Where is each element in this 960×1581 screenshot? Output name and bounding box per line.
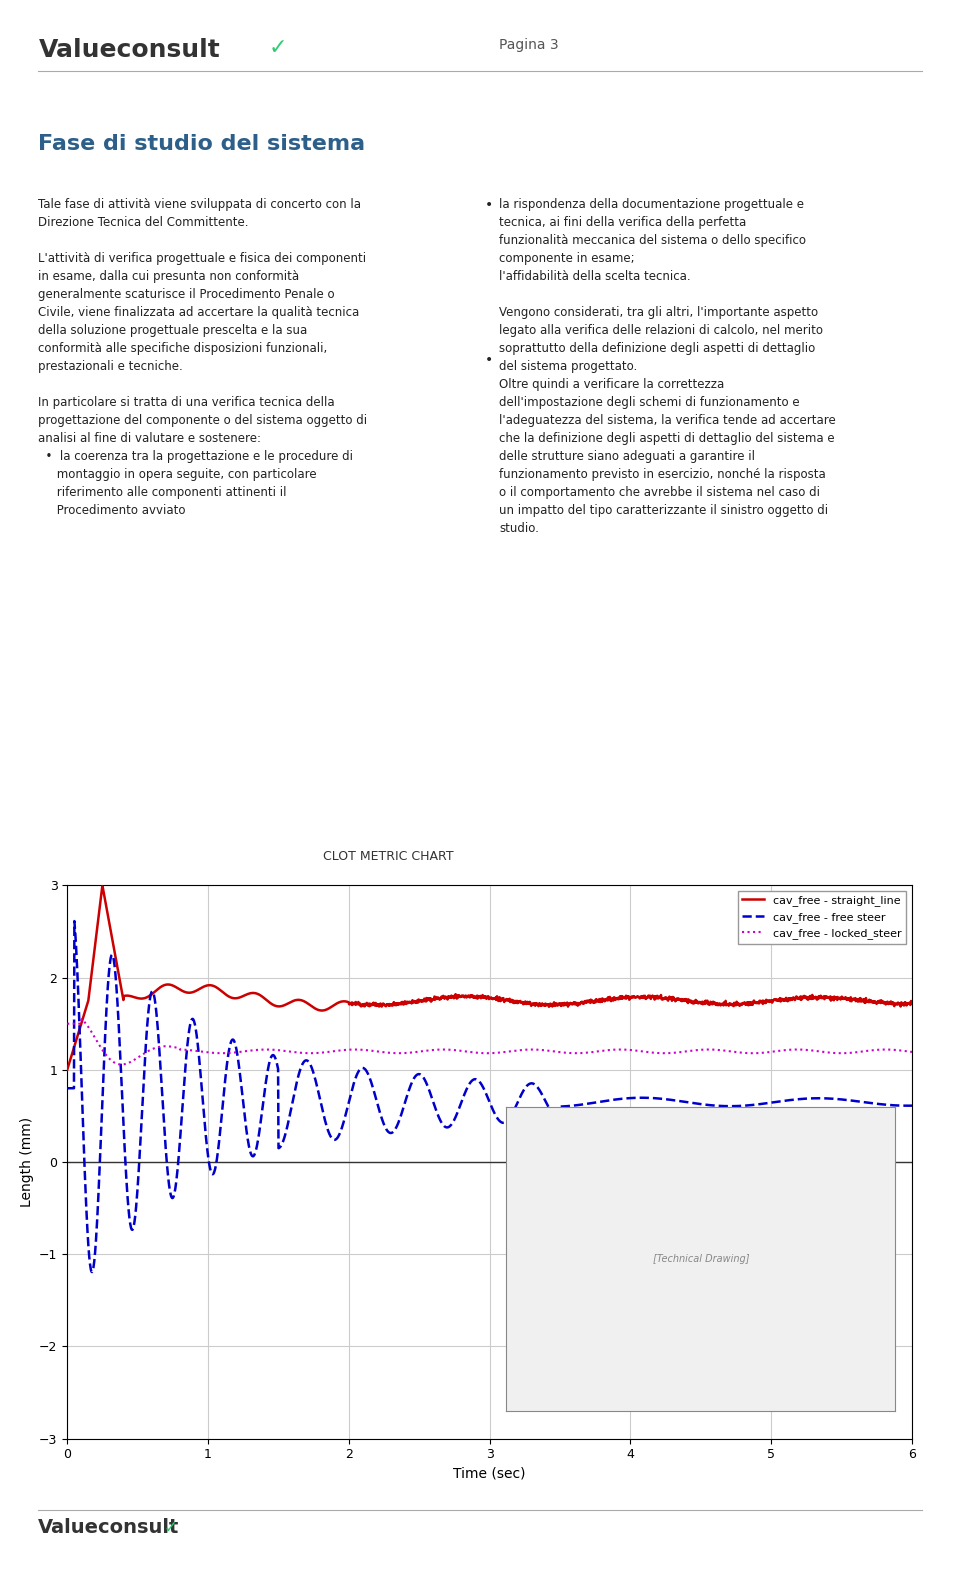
Text: •

•: • • [485, 198, 493, 367]
Text: Fase di studio del sistema: Fase di studio del sistema [38, 134, 366, 155]
Text: Valueconsult: Valueconsult [38, 38, 220, 62]
Y-axis label: Length (mm): Length (mm) [19, 1116, 34, 1208]
Text: ✓: ✓ [269, 38, 287, 58]
Legend: cav_free - straight_line, cav_free - free steer, cav_free - locked_steer: cav_free - straight_line, cav_free - fre… [738, 892, 906, 944]
Text: ✓: ✓ [163, 1519, 177, 1537]
Text: la rispondenza della documentazione progettuale e
tecnica, ai fini della verific: la rispondenza della documentazione prog… [499, 198, 836, 534]
Text: Tale fase di attività viene sviluppata di concerto con la
Direzione Tecnica del : Tale fase di attività viene sviluppata d… [38, 198, 368, 517]
Text: Valueconsult: Valueconsult [38, 1518, 180, 1537]
Text: CLOT METRIC CHART: CLOT METRIC CHART [323, 851, 453, 863]
X-axis label: Time (sec): Time (sec) [453, 1467, 526, 1481]
Text: Pagina 3: Pagina 3 [499, 38, 559, 52]
